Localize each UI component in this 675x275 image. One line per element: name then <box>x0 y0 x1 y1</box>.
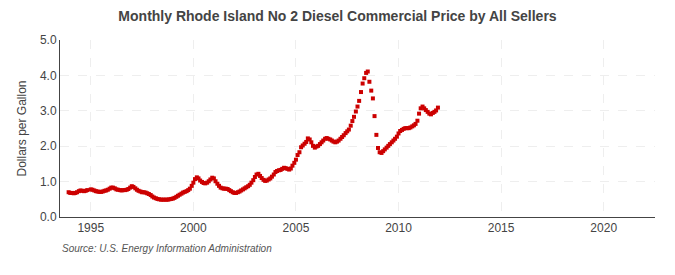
svg-text:Dollars per Gallon: Dollars per Gallon <box>15 80 29 176</box>
svg-text:Monthly Rhode Island No 2 Dies: Monthly Rhode Island No 2 Diesel Commerc… <box>118 8 556 24</box>
svg-text:2000: 2000 <box>180 221 207 235</box>
svg-text:0.0: 0.0 <box>40 210 57 224</box>
svg-text:2015: 2015 <box>488 221 515 235</box>
svg-text:2010: 2010 <box>385 221 412 235</box>
svg-text:Source: U.S. Energy Informatio: Source: U.S. Energy Information Administ… <box>62 243 272 254</box>
svg-text:4.0: 4.0 <box>40 69 57 83</box>
svg-text:2005: 2005 <box>283 221 310 235</box>
svg-text:3.0: 3.0 <box>40 104 57 118</box>
svg-text:2.0: 2.0 <box>40 139 57 153</box>
svg-text:1995: 1995 <box>77 221 104 235</box>
svg-text:5.0: 5.0 <box>40 33 57 47</box>
svg-text:2020: 2020 <box>590 221 617 235</box>
svg-text:1.0: 1.0 <box>40 175 57 189</box>
